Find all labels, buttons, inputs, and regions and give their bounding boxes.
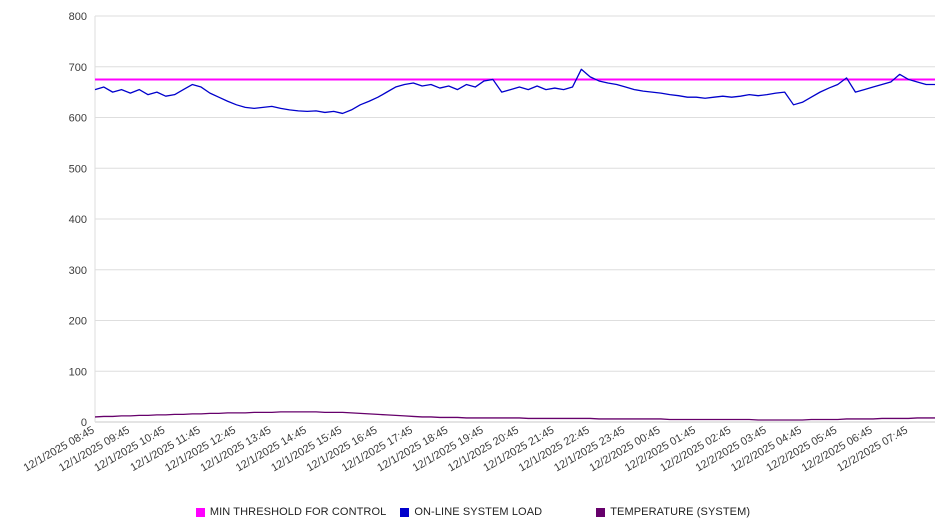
legend-swatch-on-line-system-load [400,507,410,517]
legend-label-temperature-system: TEMPERATURE (SYSTEM) [610,506,751,518]
legend-swatch-min-threshold-for-control [195,507,205,517]
y-axis-tick-label: 600 [69,113,87,125]
y-axis-tick-label: 500 [69,163,87,175]
y-axis-tick-label: 700 [69,62,87,74]
y-axis-tick-label: 800 [69,11,87,23]
legend-label-on-line-system-load: ON-LINE SYSTEM LOAD [414,506,543,518]
legend-label-min-threshold-for-control: MIN THRESHOLD FOR CONTROL [209,506,387,518]
chart-legend: MIN THRESHOLD FOR CONTROL ON-LINE SYSTEM … [0,506,946,518]
legend-item-on-line-system-load[interactable]: ON-LINE SYSTEM LOAD [400,506,542,518]
y-axis-tick-label: 0 [81,417,87,429]
series-line-temperature-system [94,411,935,421]
series-line-on-line-system-load [94,68,935,115]
y-axis-tick-label: 400 [69,214,87,226]
legend-swatch-temperature-system [596,507,606,517]
y-axis-tick-label: 300 [69,265,87,277]
y-axis-tick-label: 100 [69,366,87,378]
legend-item-temperature-system[interactable]: TEMPERATURE (SYSTEM) [596,506,750,518]
legend-item-min-threshold-for-control[interactable]: MIN THRESHOLD FOR CONTROL [195,506,387,518]
y-axis-tick-label: 200 [69,316,87,328]
